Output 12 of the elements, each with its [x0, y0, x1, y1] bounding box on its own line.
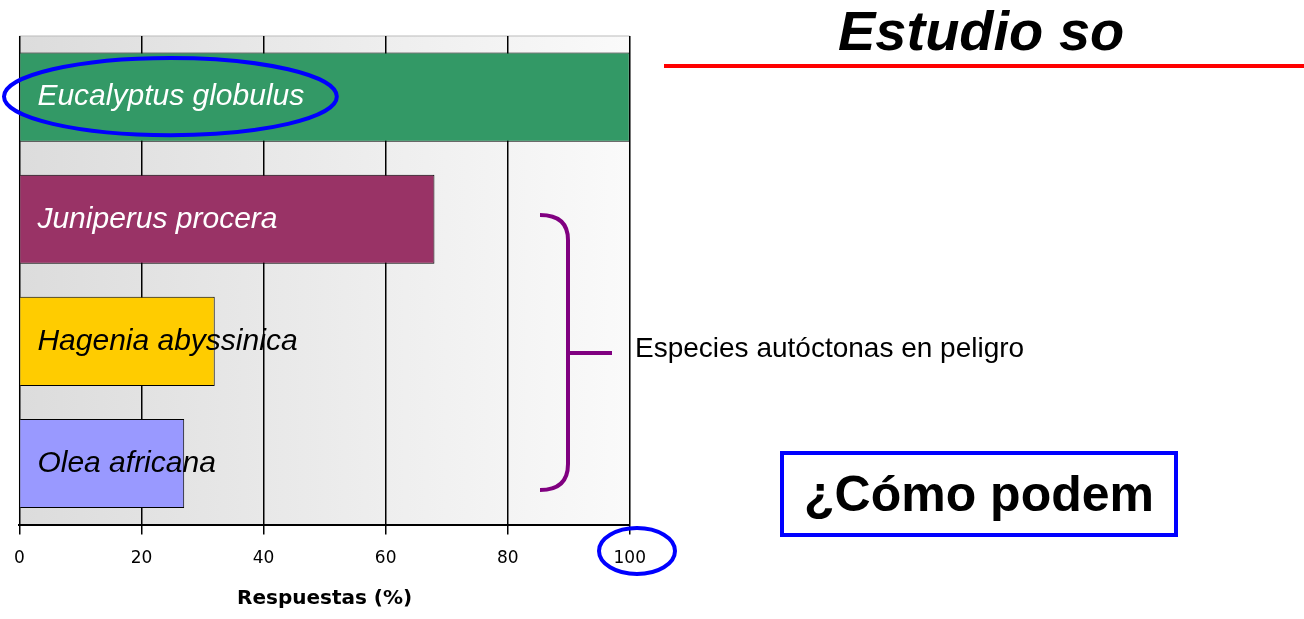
- x-axis-title: Respuestas (%): [237, 585, 413, 610]
- text: Estudio so: [838, 0, 1125, 62]
- text: Especies autóctonas en peligro: [635, 332, 1025, 364]
- text: ¿Cómo podem: [780, 451, 1178, 537]
- x-tick-label: 20: [130, 547, 153, 568]
- x-tick-label: 0: [13, 547, 25, 568]
- x-tick-label: 40: [252, 547, 275, 568]
- y-tick-label: Eucalyptus globulus: [37, 78, 305, 112]
- y-tick-label: Juniperus procera: [36, 200, 278, 234]
- x-tick-label: 100: [613, 547, 646, 568]
- x-tick-label: 60: [374, 547, 397, 568]
- x-tick-label: 80: [496, 547, 519, 568]
